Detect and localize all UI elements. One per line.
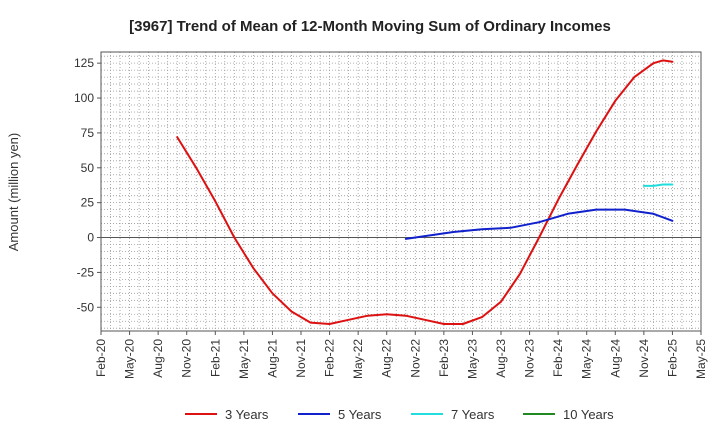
x-tick-label: Feb-21 bbox=[208, 339, 222, 377]
x-tick-label: May-22 bbox=[351, 339, 365, 379]
plot-frame bbox=[100, 51, 702, 332]
x-tick-label: Feb-25 bbox=[665, 339, 679, 377]
x-tick-label: Aug-22 bbox=[380, 339, 394, 378]
y-tick-label: 50 bbox=[81, 161, 95, 175]
axes: 125 100 75 50 25 0 -25 -50 Feb-20 May-20 Aug-20 Nov… bbox=[74, 51, 708, 379]
x-tick-label: Aug-24 bbox=[608, 339, 622, 378]
x-tick-label: Nov-24 bbox=[637, 339, 651, 378]
y-tick-label: 25 bbox=[81, 196, 95, 210]
x-tick-label: Aug-23 bbox=[494, 339, 508, 378]
legend-label-5-years: 5 Years bbox=[338, 407, 382, 422]
series-line-3-years bbox=[176, 59, 674, 325]
series-line-7-years bbox=[642, 183, 674, 187]
y-tick-label: -25 bbox=[77, 265, 95, 279]
y-tick-label: -50 bbox=[77, 300, 95, 314]
y-tick-label: 100 bbox=[74, 91, 94, 105]
x-tick-label: Aug-20 bbox=[151, 339, 165, 378]
x-tick-label: Nov-21 bbox=[294, 339, 308, 378]
y-tick-label: 75 bbox=[81, 126, 95, 140]
x-tick-label: Nov-22 bbox=[408, 339, 422, 378]
x-tick-label: Nov-23 bbox=[523, 339, 537, 378]
legend-label-10-years: 10 Years bbox=[563, 407, 614, 422]
x-tick-label: Feb-22 bbox=[323, 339, 337, 377]
y-axis-label: Amount (million yen) bbox=[6, 133, 21, 252]
x-tick-label: May-24 bbox=[580, 339, 594, 379]
legend-label-3-years: 3 Years bbox=[225, 407, 269, 422]
x-tick-label: May-25 bbox=[694, 339, 708, 379]
y-tick-label: 125 bbox=[74, 56, 94, 70]
y-tick-label: 0 bbox=[87, 231, 94, 245]
legend-label-7-years: 7 Years bbox=[451, 407, 495, 422]
series-line-5-years bbox=[404, 208, 674, 240]
plot-area bbox=[176, 59, 674, 325]
x-tick-label: Nov-20 bbox=[180, 339, 194, 378]
x-tick-label: Feb-24 bbox=[551, 339, 565, 377]
x-tick-label: May-23 bbox=[465, 339, 479, 379]
x-tick-label: Feb-23 bbox=[437, 339, 451, 377]
x-tick-label: Aug-21 bbox=[265, 339, 279, 378]
legend: 3 Years 5 Years 7 Years 10 Years bbox=[185, 407, 614, 422]
x-tick-label: May-20 bbox=[123, 339, 137, 379]
x-tick-label: Feb-20 bbox=[94, 339, 108, 377]
grid bbox=[101, 52, 701, 331]
x-tick-label: May-21 bbox=[237, 339, 251, 379]
chart-title: [3967] Trend of Mean of 12-Month Moving … bbox=[129, 18, 611, 35]
